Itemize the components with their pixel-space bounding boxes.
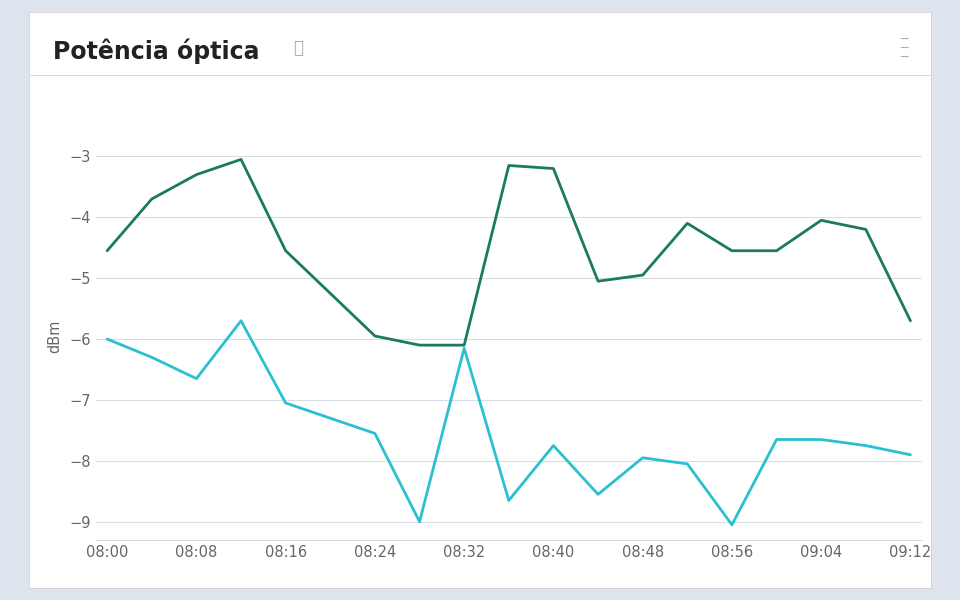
Y-axis label: dBm: dBm <box>48 319 62 353</box>
Text: ─: ─ <box>900 51 907 64</box>
Text: ─: ─ <box>900 42 907 55</box>
Text: ─: ─ <box>900 33 907 46</box>
Text: Potência óptica: Potência óptica <box>53 39 259 64</box>
Text: ⧉: ⧉ <box>293 39 302 57</box>
